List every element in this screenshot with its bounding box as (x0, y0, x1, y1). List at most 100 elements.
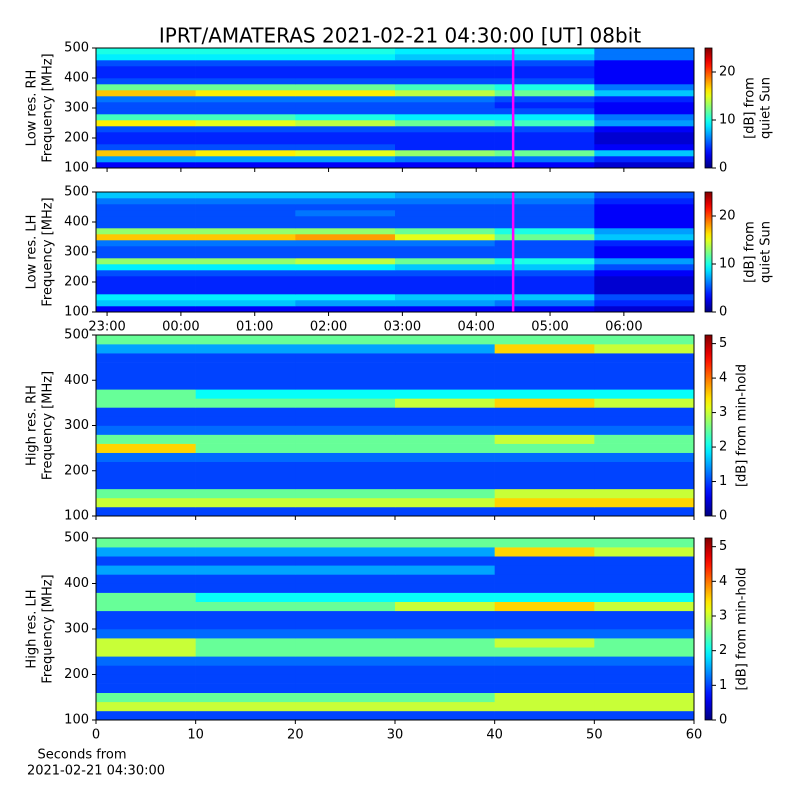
y-tick-label: 500 (64, 41, 89, 56)
x-tick-label: 50 (586, 728, 603, 743)
heatmap-cell (195, 240, 296, 247)
heatmap-cell (494, 96, 595, 103)
heatmap-cell (494, 371, 595, 381)
colorbar-tick-label: 4 (719, 574, 727, 589)
heatmap-cell (295, 282, 396, 289)
heatmap-cell (395, 240, 495, 247)
heatmap-cell (494, 246, 595, 253)
heatmap-cell (295, 204, 396, 211)
heatmap-cell (96, 710, 196, 721)
heatmap-cell (395, 216, 495, 223)
heatmap-cell (395, 344, 495, 354)
heatmap-cell (494, 306, 595, 313)
y-tick-label: 300 (64, 101, 89, 116)
heatmap-cell (96, 228, 196, 235)
heatmap-cell (395, 461, 495, 472)
heatmap-cell (295, 601, 396, 612)
heatmap-cell (295, 665, 396, 675)
heatmap-cell (594, 60, 695, 67)
x-tick-label: 03:00 (384, 320, 421, 335)
heatmap-cell (96, 294, 196, 301)
heatmap-cell (395, 692, 495, 703)
heatmap-cell (195, 674, 296, 684)
heatmap-cell (96, 198, 196, 205)
heatmap-cell (395, 198, 495, 205)
heatmap-cell (594, 701, 695, 712)
heatmap-cell (395, 156, 495, 163)
heatmap-cell (395, 120, 495, 127)
heatmap-cell (96, 102, 196, 109)
heatmap-cell (195, 162, 296, 169)
y-tick-label: 500 (64, 531, 89, 546)
heatmap-cell (395, 270, 495, 277)
heatmap-cell (494, 300, 595, 307)
heatmap-cell (494, 353, 595, 363)
heatmap-cell (494, 538, 595, 548)
heatmap-cell (395, 601, 495, 612)
heatmap-cell (594, 629, 695, 639)
heatmap-cell (96, 470, 196, 481)
heatmap-cell (295, 246, 396, 253)
heatmap-cell (594, 389, 695, 399)
colorbar-tick-label: 0 (719, 713, 727, 728)
heatmap-cell (494, 619, 595, 630)
heatmap-cell (295, 538, 396, 548)
heatmap-cell (594, 344, 695, 354)
heatmap-cell (295, 380, 396, 390)
heatmap-cell (295, 228, 396, 235)
heatmap-cell (494, 162, 595, 169)
heatmap-cell (395, 371, 495, 381)
heatmap-cell (494, 108, 595, 115)
heatmap-cell (395, 60, 495, 67)
heatmap-cell (295, 144, 396, 151)
heatmap-cell (295, 72, 396, 79)
heatmap-cell (494, 344, 595, 354)
heatmap-cell (594, 108, 695, 115)
heatmap-cell (195, 282, 296, 289)
heatmap-cell (594, 434, 695, 444)
heatmap-cell (295, 443, 396, 453)
heatmap-cell (594, 425, 695, 435)
heatmap-cell (594, 592, 695, 602)
heatmap-cell (594, 144, 695, 151)
heatmap-cell (195, 692, 296, 703)
heatmap-cell (295, 479, 396, 490)
y-tick-label: 300 (64, 245, 89, 260)
heatmap-cell (195, 288, 296, 295)
heatmap-cell (96, 270, 196, 277)
heatmap-cell (295, 264, 396, 271)
heatmap-cell (395, 443, 495, 453)
y-tick-label: 100 (64, 161, 89, 176)
heatmap-cell (395, 234, 495, 241)
y-axis-label: Frequency [MHz] (41, 371, 56, 480)
heatmap-cell (395, 638, 495, 648)
colorbar (704, 191, 713, 313)
heatmap-cell (594, 48, 695, 55)
heatmap-cell (395, 479, 495, 490)
heatmap-cell (395, 54, 495, 61)
heatmap-cell (395, 108, 495, 115)
heatmap-cell (96, 90, 196, 97)
heatmap-cell (295, 434, 396, 444)
y-tick-label: 100 (64, 305, 89, 320)
colorbar-tick-label: 2 (719, 440, 727, 455)
heatmap-cell (295, 398, 396, 408)
heatmap-cell (594, 210, 695, 217)
heatmap-cell (295, 629, 396, 639)
heatmap-cell (594, 252, 695, 259)
heatmap-cell (594, 90, 695, 97)
y-tick-label: 400 (64, 215, 89, 230)
heatmap-cell (96, 66, 196, 73)
heatmap-cell (395, 132, 495, 139)
heatmap-cell (295, 565, 396, 575)
heatmap-cell (494, 683, 595, 693)
heatmap-cell (96, 574, 196, 584)
heatmap-cell (594, 282, 695, 289)
y-tick-label: 400 (64, 71, 89, 86)
heatmap-cell (96, 60, 196, 67)
heatmap-cell (494, 556, 595, 566)
heatmap-cell (295, 216, 396, 223)
heatmap-cell (295, 470, 396, 481)
heatmap-cell (96, 222, 196, 229)
heatmap-cell (96, 96, 196, 103)
